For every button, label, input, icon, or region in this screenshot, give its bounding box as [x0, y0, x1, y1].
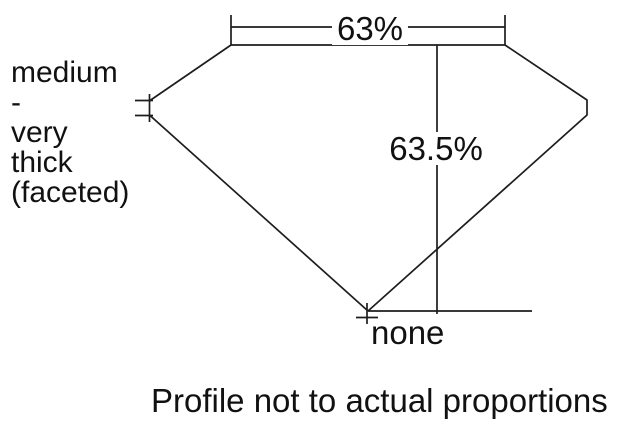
girdle-label-line-3: very — [11, 116, 68, 149]
caption-text: Profile not to actual proportions — [151, 382, 608, 419]
culet-label: none — [371, 314, 445, 351]
girdle-label-line-1: medium — [11, 56, 118, 89]
pavilion-facet-left-line — [149, 114, 369, 312]
girdle-label-line-4: thick — [11, 146, 73, 179]
table-width-percent-label: 63% — [331, 12, 409, 45]
crown-facet-left-line — [149, 44, 232, 102]
crown-girdle-pavilion-right-line — [367, 44, 588, 312]
total-depth-percent-label: 63.5% — [384, 132, 488, 165]
girdle-label-line-2: - — [11, 86, 21, 119]
girdle-label-line-5: (faceted) — [11, 176, 130, 209]
girdle-thickness-label: medium - very thick (faceted) — [11, 58, 129, 208]
